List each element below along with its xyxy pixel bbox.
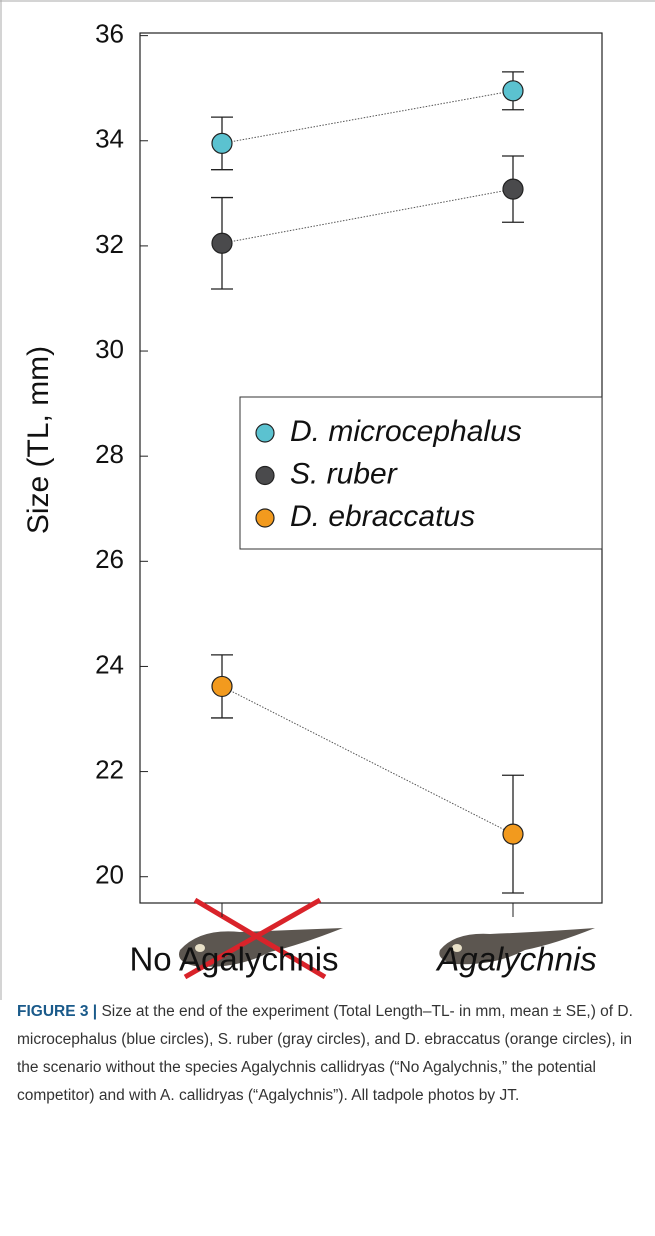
y-tick-label: 24 (95, 649, 124, 679)
legend-frame (239, 396, 603, 550)
caption-label: FIGURE 3 | (17, 1003, 98, 1020)
x-tick-label: No Agalychnis (129, 941, 338, 978)
legend-label: D. microcephalus (290, 415, 522, 448)
point (211, 132, 233, 154)
point (502, 80, 524, 102)
y-tick-label: 20 (95, 860, 124, 890)
point (211, 232, 233, 254)
point (502, 178, 524, 200)
point (502, 823, 524, 845)
y-tick-label: 32 (95, 229, 124, 259)
point (211, 675, 233, 698)
y-tick-label: 36 (95, 19, 124, 49)
y-tick-label: 26 (95, 544, 124, 574)
x-tick-label: Agalychnis (435, 941, 597, 978)
caption: FIGURE 3 | Size at the end of the experi… (17, 998, 637, 1110)
series-line (221, 685, 514, 835)
y-tick-label: 34 (95, 124, 124, 154)
y-tick-label: 30 (95, 334, 124, 364)
legend-marker (255, 423, 275, 443)
caption-text: Size at the end of the experiment (Total… (17, 1003, 633, 1104)
series-line (221, 188, 514, 244)
series-line (221, 90, 514, 144)
legend-marker (255, 508, 275, 528)
legend-label: D. ebraccatus (290, 500, 475, 533)
y-tick-label: 28 (95, 439, 124, 469)
legend-marker (255, 465, 275, 486)
tadpole-photo (179, 897, 343, 980)
tadpole-photo (439, 928, 595, 965)
y-axis-label: Size (TL, mm) (22, 346, 55, 534)
y-tick-label: 22 (95, 754, 124, 784)
legend-label: S. ruber (290, 457, 398, 490)
